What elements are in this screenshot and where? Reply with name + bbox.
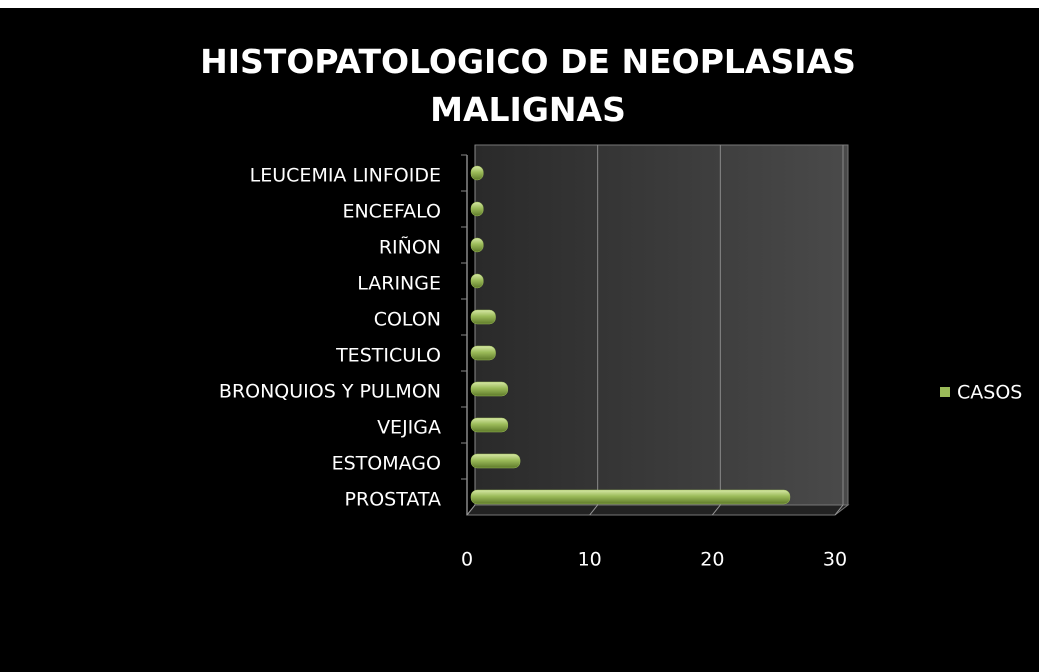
y-tick-label: PROSTATA — [345, 489, 441, 511]
bar — [470, 237, 484, 253]
y-tick-label: LARINGE — [357, 273, 441, 295]
legend-label: CASOS — [957, 382, 1022, 404]
bar — [470, 489, 791, 505]
x-tick-label: 20 — [700, 549, 724, 571]
x-tick-label: 0 — [461, 549, 473, 571]
x-tick-label: 30 — [823, 549, 847, 571]
bar — [470, 201, 484, 217]
bar — [470, 273, 484, 289]
bar — [470, 345, 496, 361]
y-tick-label: TESTICULO — [335, 345, 441, 367]
y-tick-label: BRONQUIOS Y PULMON — [219, 381, 441, 403]
y-tick-label: VEJIGA — [377, 417, 441, 439]
y-tick-label: ESTOMAGO — [332, 453, 441, 475]
bar — [470, 165, 484, 181]
tick-mark — [589, 504, 599, 516]
y-tick-label: RIÑON — [379, 236, 441, 259]
tick-mark — [834, 504, 844, 516]
legend-swatch — [940, 387, 950, 397]
tick-mark — [711, 504, 721, 516]
tick-mark — [466, 504, 476, 516]
x-tick-label: 10 — [578, 549, 602, 571]
y-tick-label: ENCEFALO — [342, 201, 441, 223]
chart-title: HISTOPATOLOGICO DE NEOPLASIAS MALIGNAS — [200, 42, 856, 129]
bar — [470, 453, 521, 469]
plot-wall — [474, 144, 849, 506]
plot-floor — [465, 504, 850, 516]
y-tick-label: COLON — [374, 309, 441, 331]
y-tick-label: LEUCEMIA LINFOIDE — [250, 165, 441, 187]
bar — [470, 381, 509, 397]
bar — [470, 309, 496, 325]
bar — [470, 417, 509, 433]
